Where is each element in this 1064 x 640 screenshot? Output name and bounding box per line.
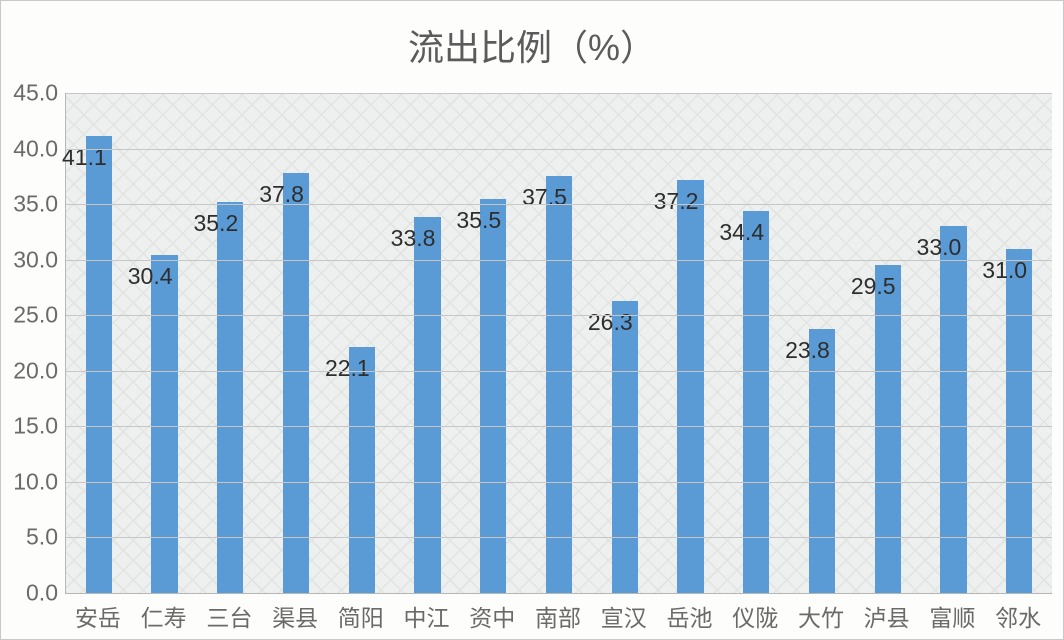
x-tick-label: 三台 bbox=[196, 599, 262, 633]
bars-group: 41.130.435.237.822.133.835.537.526.337.2… bbox=[66, 93, 1052, 593]
bar-value-label: 33.8 bbox=[391, 225, 436, 252]
chart-title: 流出比例（%） bbox=[1, 19, 1063, 71]
x-tick-label: 邻水 bbox=[985, 599, 1051, 633]
bar bbox=[349, 347, 375, 593]
x-tick-label: 大竹 bbox=[788, 599, 854, 633]
gridline bbox=[66, 93, 1052, 94]
y-tick-label: 30.0 bbox=[13, 246, 66, 273]
y-tick-label: 20.0 bbox=[13, 357, 66, 384]
bar bbox=[480, 199, 506, 593]
bar-value-label: 35.5 bbox=[456, 207, 501, 234]
bar bbox=[809, 329, 835, 593]
bar-value-label: 22.1 bbox=[325, 355, 370, 382]
bar-value-label: 37.5 bbox=[522, 184, 567, 211]
y-tick-label: 35.0 bbox=[13, 191, 66, 218]
bar-slot: 34.4 bbox=[723, 93, 789, 593]
x-tick-label: 渠县 bbox=[262, 599, 328, 633]
bar-value-label: 35.2 bbox=[193, 210, 238, 237]
bar-slot: 22.1 bbox=[329, 93, 395, 593]
plot-area: 41.130.435.237.822.133.835.537.526.337.2… bbox=[65, 93, 1052, 594]
bar-slot: 31.0 bbox=[986, 93, 1052, 593]
x-tick-label: 仪陇 bbox=[722, 599, 788, 633]
bar-slot: 33.0 bbox=[921, 93, 987, 593]
gridline bbox=[66, 371, 1052, 372]
gridline bbox=[66, 482, 1052, 483]
bar-slot: 41.1 bbox=[66, 93, 132, 593]
x-tick-label: 简阳 bbox=[328, 599, 394, 633]
y-tick-label: 10.0 bbox=[13, 468, 66, 495]
bar-slot: 23.8 bbox=[789, 93, 855, 593]
gridline bbox=[66, 315, 1052, 316]
bar bbox=[1006, 249, 1032, 593]
gridline bbox=[66, 204, 1052, 205]
bar-slot: 37.2 bbox=[658, 93, 724, 593]
bar bbox=[151, 255, 177, 593]
bar-slot: 33.8 bbox=[395, 93, 461, 593]
bar-value-label: 37.2 bbox=[654, 188, 699, 215]
bar-slot: 26.3 bbox=[592, 93, 658, 593]
gridline bbox=[66, 149, 1052, 150]
x-tick-label: 岳池 bbox=[657, 599, 723, 633]
bar-value-label: 29.5 bbox=[851, 273, 896, 300]
x-tick-label: 富顺 bbox=[920, 599, 986, 633]
bar bbox=[283, 173, 309, 593]
y-tick-label: 40.0 bbox=[13, 135, 66, 162]
gridline bbox=[66, 537, 1052, 538]
bar-value-label: 26.3 bbox=[588, 309, 633, 336]
bar-slot: 35.5 bbox=[460, 93, 526, 593]
bar-slot: 30.4 bbox=[132, 93, 198, 593]
gridline bbox=[66, 426, 1052, 427]
y-tick-label: 5.0 bbox=[26, 524, 66, 551]
y-tick-label: 25.0 bbox=[13, 302, 66, 329]
bar bbox=[546, 176, 572, 593]
bar-value-label: 34.4 bbox=[719, 219, 764, 246]
y-tick-label: 0.0 bbox=[26, 580, 66, 607]
x-tick-label: 资中 bbox=[459, 599, 525, 633]
bar-value-label: 23.8 bbox=[785, 337, 830, 364]
bar-slot: 35.2 bbox=[197, 93, 263, 593]
y-tick-label: 45.0 bbox=[13, 80, 66, 107]
bar-value-label: 33.0 bbox=[917, 234, 962, 261]
bar bbox=[677, 180, 703, 593]
bar-value-label: 30.4 bbox=[128, 263, 173, 290]
x-tick-label: 泸县 bbox=[854, 599, 920, 633]
x-tick-label: 宣汉 bbox=[591, 599, 657, 633]
bar bbox=[743, 211, 769, 593]
x-tick-label: 安岳 bbox=[65, 599, 131, 633]
y-tick-label: 15.0 bbox=[13, 413, 66, 440]
bar-slot: 29.5 bbox=[855, 93, 921, 593]
x-tick-label: 南部 bbox=[525, 599, 591, 633]
bar bbox=[612, 301, 638, 593]
bar-slot: 37.8 bbox=[263, 93, 329, 593]
x-axis-labels: 安岳仁寿三台渠县简阳中江资中南部宣汉岳池仪陇大竹泸县富顺邻水 bbox=[65, 599, 1051, 633]
x-tick-label: 仁寿 bbox=[131, 599, 197, 633]
bar-slot: 37.5 bbox=[526, 93, 592, 593]
gridline bbox=[66, 260, 1052, 261]
chart-container: 流出比例（%） 41.130.435.237.822.133.835.537.5… bbox=[0, 0, 1064, 640]
x-tick-label: 中江 bbox=[394, 599, 460, 633]
